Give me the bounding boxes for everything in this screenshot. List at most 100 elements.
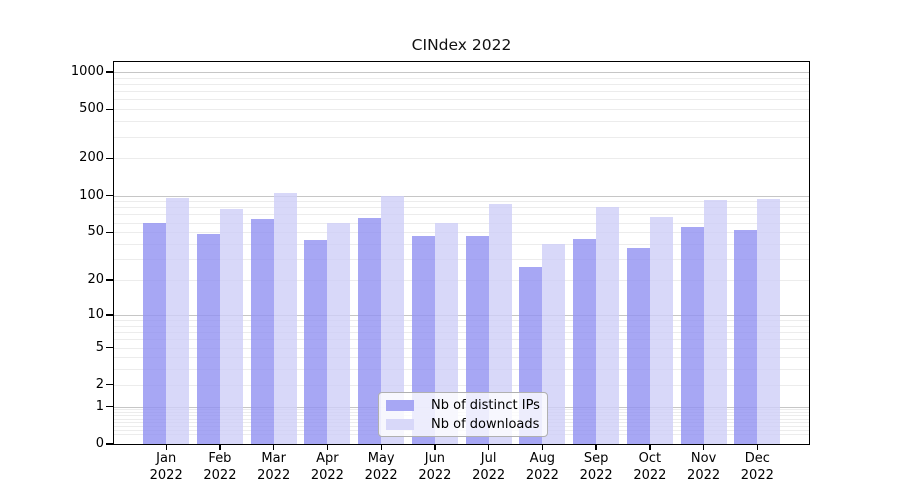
bar-nb-of-distinct-ips-oct-2022 bbox=[626, 248, 650, 444]
x-tick-mark bbox=[595, 445, 597, 450]
x-tick-label-line: 2022 bbox=[257, 467, 291, 483]
gridline bbox=[114, 369, 809, 371]
y-tick-label: 5 bbox=[95, 339, 104, 355]
bar-nb-of-downloads-dec-2022 bbox=[757, 198, 781, 444]
gridline bbox=[114, 384, 809, 386]
bar-nb-of-distinct-ips-sep-2022 bbox=[573, 239, 597, 444]
x-tick-mark bbox=[541, 445, 544, 450]
gridline bbox=[114, 207, 809, 209]
legend-swatch-distinct-ips bbox=[386, 400, 414, 411]
bar-nb-of-downloads-jun-2022 bbox=[434, 222, 458, 444]
y-tick-label: 1 bbox=[95, 398, 104, 414]
x-tick-mark bbox=[434, 445, 436, 450]
gridline bbox=[114, 280, 809, 282]
x-tick-label-line: 2022 bbox=[203, 467, 237, 483]
y-tick-mark bbox=[106, 314, 113, 316]
x-tick-label-jul: Jul 2022 bbox=[461, 451, 517, 484]
y-tick-label: 50 bbox=[87, 224, 104, 240]
x-tick-label-line: Jan bbox=[156, 451, 177, 466]
gridline-major bbox=[114, 314, 809, 316]
bar-nb-of-distinct-ips-may-2022 bbox=[358, 217, 382, 444]
y-tick-label: 1000 bbox=[70, 64, 104, 79]
y-tick-label: 0 bbox=[95, 436, 104, 451]
y-tick-mark bbox=[106, 279, 113, 281]
x-tick-label-line: 2022 bbox=[687, 467, 721, 483]
gridline bbox=[114, 232, 809, 234]
legend-label-downloads: Nb of downloads bbox=[431, 417, 540, 432]
gridline bbox=[114, 214, 809, 216]
x-tick-label-line: 2022 bbox=[525, 467, 559, 483]
x-tick-label-jan: Jan 2022 bbox=[138, 451, 194, 484]
gridline bbox=[114, 259, 809, 261]
x-tick-label-line: May bbox=[367, 451, 395, 466]
y-tick-label: 500 bbox=[79, 101, 104, 117]
x-tick-label-line: 2022 bbox=[579, 467, 613, 483]
x-tick-label-line: 2022 bbox=[418, 467, 452, 483]
gridline bbox=[114, 347, 809, 349]
gridline bbox=[114, 77, 809, 79]
x-tick-label-line: Feb bbox=[208, 451, 232, 466]
y-tick-mark bbox=[106, 231, 113, 233]
gridline bbox=[114, 244, 809, 246]
bar-nb-of-distinct-ips-feb-2022 bbox=[196, 234, 220, 444]
legend: Nb of distinct IPs Nb of downloads bbox=[378, 391, 548, 437]
bar-nb-of-distinct-ips-nov-2022 bbox=[680, 227, 704, 444]
x-tick-mark bbox=[165, 445, 167, 450]
gridline bbox=[114, 136, 809, 138]
gridline bbox=[114, 222, 809, 224]
bar-nb-of-downloads-nov-2022 bbox=[703, 199, 727, 444]
y-tick-mark bbox=[106, 157, 113, 160]
x-tick-mark bbox=[273, 445, 275, 450]
x-tick-label-line: Sep bbox=[583, 451, 609, 466]
x-tick-label-line: 2022 bbox=[740, 467, 774, 483]
x-tick-label-dec: Dec 2022 bbox=[729, 451, 785, 484]
y-tick-mark bbox=[106, 443, 113, 445]
bar-nb-of-downloads-oct-2022 bbox=[649, 216, 673, 444]
x-tick-label-line: 2022 bbox=[633, 467, 667, 483]
y-tick-mark bbox=[106, 194, 113, 197]
bar-nb-of-downloads-may-2022 bbox=[381, 196, 405, 444]
x-tick-label-sep: Sep 2022 bbox=[568, 451, 624, 484]
y-tick-mark bbox=[106, 71, 113, 73]
bar-nb-of-downloads-sep-2022 bbox=[596, 207, 620, 444]
x-tick-label-apr: Apr 2022 bbox=[299, 451, 355, 484]
x-tick-label-aug: Aug 2022 bbox=[514, 451, 570, 484]
bar-nb-of-distinct-ips-mar-2022 bbox=[250, 219, 274, 444]
legend-item-downloads: Nb of downloads bbox=[379, 415, 547, 434]
x-tick-label-line: Dec bbox=[744, 451, 770, 466]
y-tick-label: 20 bbox=[87, 272, 104, 288]
x-tick-label-line: Jun bbox=[424, 451, 446, 466]
x-tick-label-line: 2022 bbox=[472, 467, 506, 483]
gridline bbox=[114, 91, 809, 93]
gridline bbox=[114, 325, 809, 327]
x-tick-label-oct: Oct 2022 bbox=[622, 451, 678, 484]
bar-nb-of-downloads-jan-2022 bbox=[166, 198, 190, 444]
gridline bbox=[114, 332, 809, 334]
bar-nb-of-downloads-feb-2022 bbox=[219, 209, 243, 444]
bar-nb-of-downloads-mar-2022 bbox=[273, 192, 297, 444]
gridline bbox=[114, 158, 809, 160]
chart-title: CINdex 2022 bbox=[411, 36, 512, 54]
bar-nb-of-distinct-ips-jan-2022 bbox=[143, 222, 167, 444]
y-tick-mark bbox=[106, 406, 113, 408]
y-tick-mark bbox=[106, 384, 113, 386]
gridline bbox=[114, 201, 809, 203]
gridline bbox=[114, 357, 809, 359]
y-tick-label: 10 bbox=[87, 306, 104, 322]
x-tick-label-jun: Jun 2022 bbox=[407, 451, 463, 484]
x-tick-label-line: Aug bbox=[529, 451, 556, 466]
y-tick-label: 200 bbox=[79, 150, 104, 166]
x-tick-label-feb: Feb 2022 bbox=[192, 451, 248, 484]
x-tick-label-line: 2022 bbox=[364, 467, 398, 483]
y-tick-mark bbox=[106, 108, 113, 110]
x-tick-mark bbox=[702, 445, 705, 450]
gridline bbox=[114, 121, 809, 123]
gridline bbox=[114, 109, 809, 111]
x-tick-mark bbox=[380, 445, 382, 450]
bar-nb-of-distinct-ips-apr-2022 bbox=[304, 240, 328, 444]
y-tick-label: 100 bbox=[79, 187, 104, 203]
bar-nb-of-downloads-aug-2022 bbox=[542, 244, 566, 444]
gridline-major bbox=[114, 195, 809, 197]
bar-nb-of-distinct-ips-dec-2022 bbox=[734, 230, 758, 444]
x-tick-label-line: Jul bbox=[480, 451, 497, 466]
